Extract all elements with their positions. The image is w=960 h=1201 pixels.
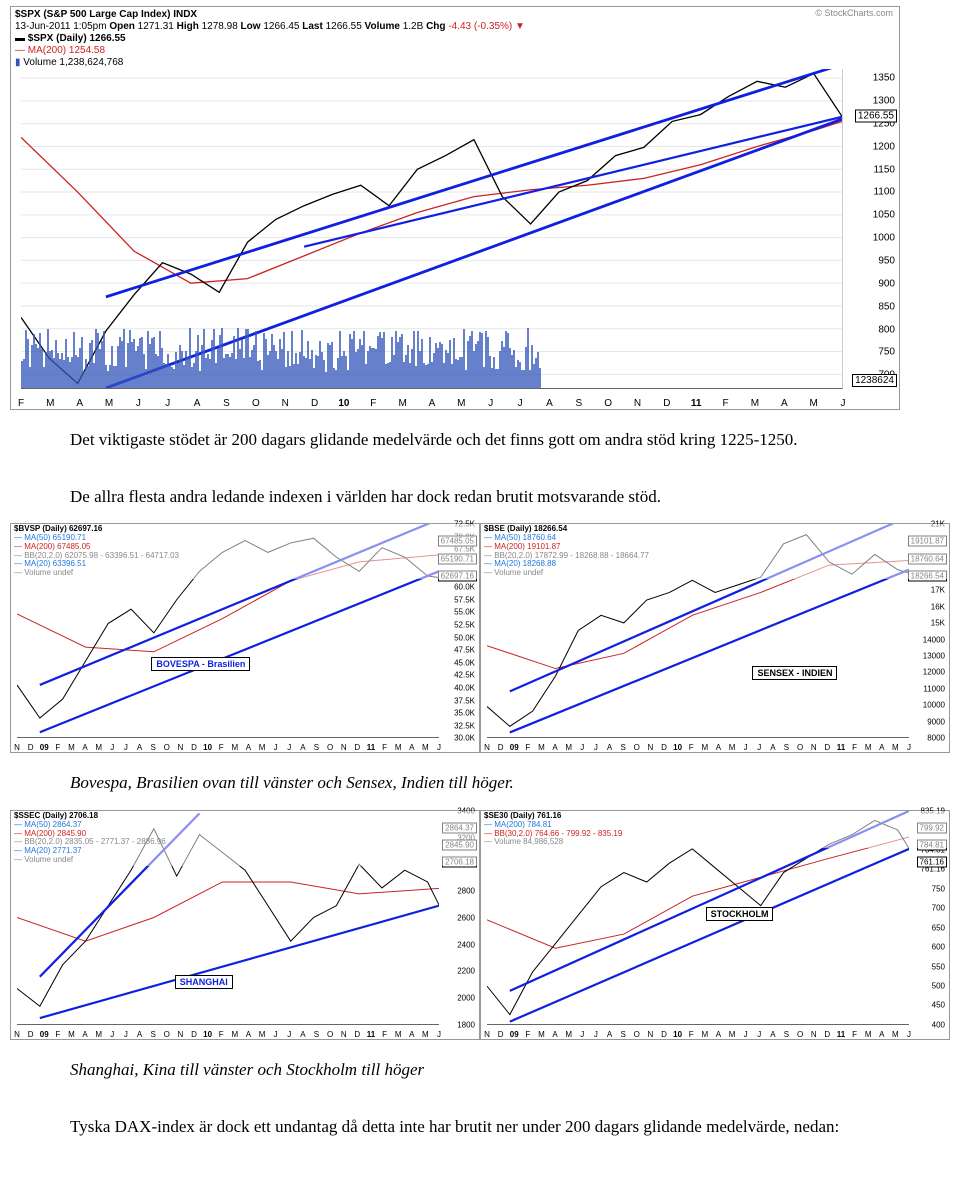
shanghai-chart: $SSEC (Daily) 2706.18— MA(50) 2864.37— M… — [10, 810, 480, 1040]
main-chart-header: $SPX (S&P 500 Large Cap Index) INDX 13-J… — [11, 7, 899, 69]
main-plot-area: 1350130012501200115011001050100095090085… — [11, 69, 899, 409]
sensex-label: SENSEX - INDIEN — [752, 666, 837, 680]
sensex-chart: $BSE (Daily) 18266.54— MA(50) 18760.64— … — [480, 523, 950, 753]
paragraph-3: Tyska DAX-index är dock ett undantag då … — [0, 1097, 960, 1154]
caption-2: Shanghai, Kina till vänster och Stockhol… — [0, 1040, 960, 1097]
bovespa-label: BOVESPA - Brasilien — [151, 657, 250, 671]
x-axis: FMAMJJASOND10FMAMJJASOND11FMAMJ — [21, 393, 843, 409]
watermark: © StockCharts.com — [815, 8, 893, 18]
chart-row-2: $SSEC (Daily) 2706.18— MA(50) 2864.37— M… — [0, 810, 960, 1040]
stockholm-label: STOCKHOLM — [706, 907, 774, 921]
chart-row-1: $BVSP (Daily) 62697.16— MA(50) 65190.71—… — [0, 523, 960, 753]
caption-1: Bovespa, Brasilien ovan till vänster och… — [0, 753, 960, 810]
stockholm-chart: $SE30 (Daily) 761.16— MA(200) 784.81— BB… — [480, 810, 950, 1040]
paragraph-1: Det viktigaste stödet är 200 dagars glid… — [0, 410, 960, 467]
ohlc-row: 13-Jun-2011 1:05pm Open 1271.31 High 127… — [15, 21, 895, 33]
bovespa-chart: $BVSP (Daily) 62697.16— MA(50) 65190.71—… — [10, 523, 480, 753]
y-axis: 1350130012501200115011001050100095090085… — [845, 69, 899, 389]
paragraph-2: De allra flesta andra ledande indexen i … — [0, 467, 960, 524]
main-spx-chart: © StockCharts.com $SPX (S&P 500 Large Ca… — [10, 6, 900, 410]
shanghai-label: SHANGHAI — [175, 975, 233, 989]
ticker: $SPX (S&P 500 Large Cap Index) INDX — [15, 9, 197, 20]
